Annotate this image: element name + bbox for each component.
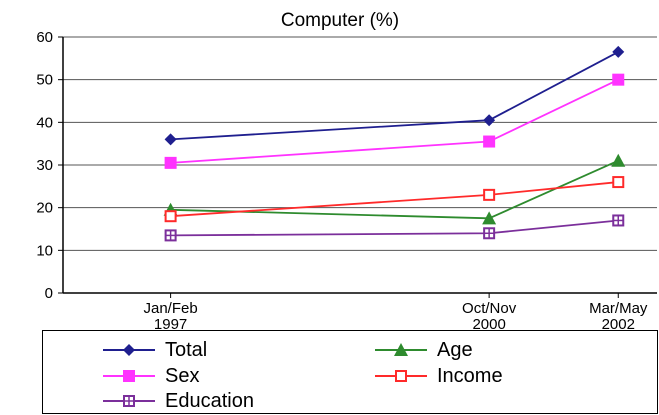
legend-item-education: Education (101, 388, 254, 414)
series-total (164, 45, 625, 146)
line-chart: Computer (%) 0 10 20 30 40 50 60 Jan/Feb 1997 Oct… (36, 10, 657, 333)
y-tick-label: 30 (36, 157, 53, 174)
series-line-sex (170, 78, 619, 164)
data-point-total (483, 114, 496, 127)
series-sex (164, 73, 625, 169)
data-point-income (164, 210, 177, 223)
legend-swatch-education (103, 395, 155, 407)
legend-swatch-marker (123, 344, 135, 356)
legend-label-income: Income (437, 364, 503, 387)
data-point-income (483, 188, 496, 201)
data-point-sex (483, 135, 496, 148)
legend-swatch-age (375, 343, 427, 356)
data-point-sex (612, 73, 625, 86)
legend-item-total: Total (101, 337, 207, 363)
legend-item-sex: Sex (101, 363, 199, 389)
y-tick-label: 60 (36, 29, 53, 46)
legend-label-sex: Sex (165, 364, 200, 387)
legend-item-income: Income (373, 363, 503, 389)
series-income (164, 176, 625, 223)
y-tick-label: 20 (36, 200, 53, 217)
legend-swatch-sex (103, 370, 155, 382)
data-point-age (482, 211, 497, 225)
data-point-age (611, 153, 626, 167)
legend: Total Age Sex Income Education (42, 330, 658, 414)
data-point-education (612, 214, 625, 227)
data-point-sex (164, 156, 177, 169)
chart-title: Computer (%) (281, 10, 399, 31)
legend-label-education: Education (165, 389, 254, 412)
series-education (164, 214, 625, 242)
y-tick-label: 10 (36, 242, 53, 259)
x-tick-label: Mar/May 2002 (589, 300, 648, 330)
series-line-income (170, 181, 619, 218)
data-point-education (483, 227, 496, 240)
legend-swatch-marker (123, 395, 135, 407)
data-point-education (164, 229, 177, 242)
y-tick-label: 0 (45, 285, 53, 302)
legend-swatch-marker (123, 370, 135, 382)
legend-swatch-total (103, 344, 155, 356)
series-line-total (170, 51, 619, 141)
legend-label-age: Age (437, 338, 473, 361)
y-tick-label: 50 (36, 72, 53, 89)
y-tick-label: 40 (36, 114, 53, 131)
x-tick-label: Oct/Nov 2000 (462, 300, 517, 330)
data-point-income (612, 176, 625, 189)
legend-swatch-income (375, 370, 427, 382)
legend-swatch-marker (395, 370, 407, 382)
legend-swatch-marker (394, 343, 408, 356)
data-point-total (164, 133, 177, 146)
legend-label-total: Total (165, 338, 208, 361)
legend-item-age: Age (373, 337, 473, 363)
x-tick-label: Jan/Feb 1997 (144, 300, 198, 330)
data-point-total (612, 45, 625, 58)
series-line-education (170, 219, 619, 237)
